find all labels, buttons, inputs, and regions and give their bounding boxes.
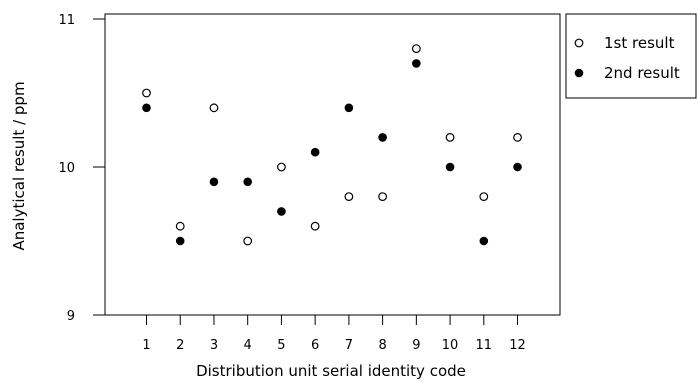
point-1st-result bbox=[243, 236, 253, 246]
x-axis-title: Distribution unit serial identity code bbox=[196, 362, 466, 380]
x-tick-label: 6 bbox=[311, 338, 319, 353]
x-tick-label: 8 bbox=[378, 338, 386, 353]
x-tick-label: 3 bbox=[210, 338, 218, 353]
point-1st-result bbox=[344, 192, 354, 202]
point-2nd-result bbox=[479, 236, 489, 246]
legend-marker-open-circle bbox=[574, 38, 584, 48]
x-axis: 1 2 3 4 5 6 7 8 9 10 11 12 bbox=[142, 315, 526, 353]
legend-marker-filled-circle bbox=[574, 68, 584, 78]
x-tick-label: 1 bbox=[142, 338, 150, 353]
point-1st-result bbox=[310, 221, 320, 231]
legend-label-series-1: 1st result bbox=[604, 34, 675, 52]
point-1st-result bbox=[411, 44, 421, 53]
point-2nd-result bbox=[142, 103, 151, 113]
point-2nd-result bbox=[175, 236, 185, 246]
point-1st-result bbox=[142, 88, 151, 98]
point-2nd-result bbox=[445, 162, 455, 172]
x-tick-label: 2 bbox=[176, 338, 184, 353]
plot-frame bbox=[104, 13, 561, 316]
point-2nd-result bbox=[277, 207, 286, 216]
x-tick-label: 12 bbox=[509, 338, 526, 353]
point-2nd-result bbox=[310, 147, 320, 157]
x-tick-label: 4 bbox=[244, 338, 252, 353]
point-1st-result bbox=[513, 132, 522, 142]
data-points bbox=[142, 44, 522, 246]
x-tick-label: 11 bbox=[476, 338, 493, 353]
point-2nd-result bbox=[513, 162, 522, 172]
point-2nd-result bbox=[412, 59, 421, 68]
y-tick-label: 10 bbox=[58, 161, 75, 176]
x-tick-label: 7 bbox=[345, 338, 353, 353]
point-1st-result bbox=[209, 103, 219, 113]
point-2nd-result bbox=[344, 103, 354, 113]
x-tick-label: 10 bbox=[442, 338, 459, 353]
legend-label-series-2: 2nd result bbox=[604, 64, 680, 82]
point-1st-result bbox=[175, 221, 185, 231]
point-2nd-result bbox=[378, 133, 387, 142]
x-tick-label: 9 bbox=[412, 338, 420, 353]
legend-box bbox=[565, 13, 697, 99]
point-2nd-result bbox=[243, 177, 252, 187]
point-1st-result bbox=[378, 192, 388, 202]
y-tick-label: 11 bbox=[58, 13, 75, 28]
y-axis-title: Analytical result / ppm bbox=[10, 81, 28, 250]
point-1st-result bbox=[277, 162, 286, 172]
point-1st-result bbox=[479, 192, 489, 202]
y-tick-label: 9 bbox=[67, 309, 75, 324]
y-axis: 9 10 11 bbox=[58, 13, 105, 324]
x-tick-label: 5 bbox=[277, 338, 285, 353]
legend: 1st result 2nd result bbox=[565, 13, 697, 99]
point-1st-result bbox=[445, 132, 455, 142]
point-2nd-result bbox=[209, 177, 219, 187]
